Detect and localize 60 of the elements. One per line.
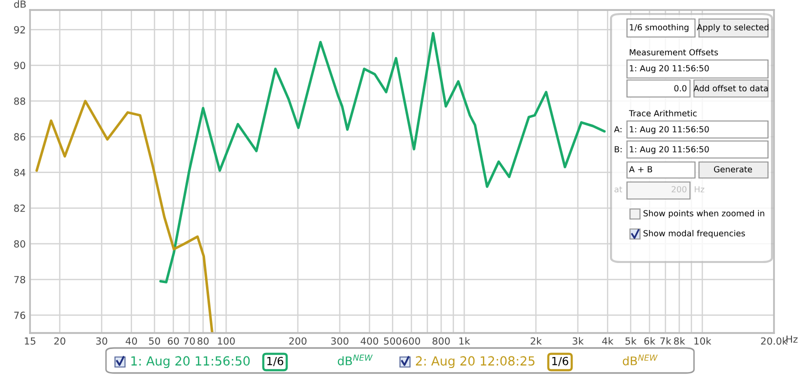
x-axis-title: Hz	[786, 336, 798, 343]
annotation: 0.0	[674, 85, 686, 92]
y-tick-label: 80	[14, 240, 26, 248]
x-tick-label: 2k	[530, 337, 542, 345]
x-tick-label: 20.0k	[761, 337, 788, 345]
x-tick-label: 50	[149, 337, 160, 345]
y-tick-label: 88	[14, 97, 26, 105]
x-tick-label: 3k	[572, 337, 584, 345]
x-tick-label: 15	[24, 337, 36, 345]
y-tick-label: 84	[14, 168, 26, 176]
annotation: A:	[614, 126, 622, 132]
x-tick-label: 800	[432, 337, 450, 345]
annotation: Show modal frequencies	[644, 230, 745, 238]
annotation: Show points when zoomed in	[644, 210, 764, 218]
annotation: 200	[672, 186, 686, 192]
annotation: Generate	[714, 166, 752, 172]
x-tick-label: 200	[289, 337, 306, 345]
y-tick-label: 76	[14, 312, 26, 319]
x-tick-label: 20	[54, 337, 66, 345]
x-tick-label: 5k	[626, 337, 637, 345]
text: 1/6	[552, 356, 568, 366]
text: dB$^{NEW}$	[338, 354, 373, 366]
annotation: at	[614, 186, 622, 192]
annotation: 1: Aug 20 11:56:50	[630, 126, 709, 134]
y-axis-title: dB	[14, 0, 26, 8]
y-tick-label: 92	[14, 26, 25, 34]
text: dB$^{NEW}$	[622, 354, 658, 366]
annotation: Trace Arithmetic	[628, 110, 697, 116]
annotation: Measurement Offsets	[630, 48, 718, 56]
x-tick-label: 10k	[694, 337, 712, 345]
text: 2: Aug 20 12:08:25	[416, 356, 534, 368]
x-tick-label: 600	[402, 337, 420, 345]
y-tick-label: 78	[14, 276, 26, 284]
annotation: Hz	[694, 186, 704, 192]
annotation: B:	[614, 146, 622, 152]
x-tick-label: 40	[126, 337, 137, 345]
x-tick-label: 8k	[674, 337, 686, 345]
x-tick-label: 100	[218, 337, 235, 345]
annotation: Apply to selected	[696, 24, 768, 32]
x-tick-label: 6k	[644, 337, 656, 345]
y-tick-label: 86	[14, 133, 26, 141]
x-tick-label: 4k	[602, 337, 614, 345]
annotation: 1/6 smoothing	[630, 24, 688, 32]
y-tick-label: 82	[14, 204, 25, 212]
x-tick-label: 1k	[459, 337, 470, 345]
annotation: A + B	[629, 166, 652, 172]
x-tick-label: 30	[96, 337, 108, 345]
x-tick-label: 400	[360, 337, 378, 345]
annotation: 1: Aug 20 11:56:50	[630, 146, 709, 154]
annotation: Add offset to data	[694, 84, 768, 92]
text: 1: Aug 20 11:56:50	[131, 356, 250, 368]
y-tick-label: 90	[14, 62, 26, 70]
x-tick-label: 80	[198, 337, 209, 345]
x-tick-label: 300	[331, 337, 348, 345]
x-tick-label: 500	[384, 337, 402, 345]
x-tick-label: 60	[168, 337, 179, 345]
x-tick-label: 7k	[660, 337, 672, 345]
x-tick-label: 70	[184, 337, 195, 345]
annotation: 1: Aug 20 11:56:50	[630, 65, 709, 74]
text: 1/6	[267, 356, 284, 366]
